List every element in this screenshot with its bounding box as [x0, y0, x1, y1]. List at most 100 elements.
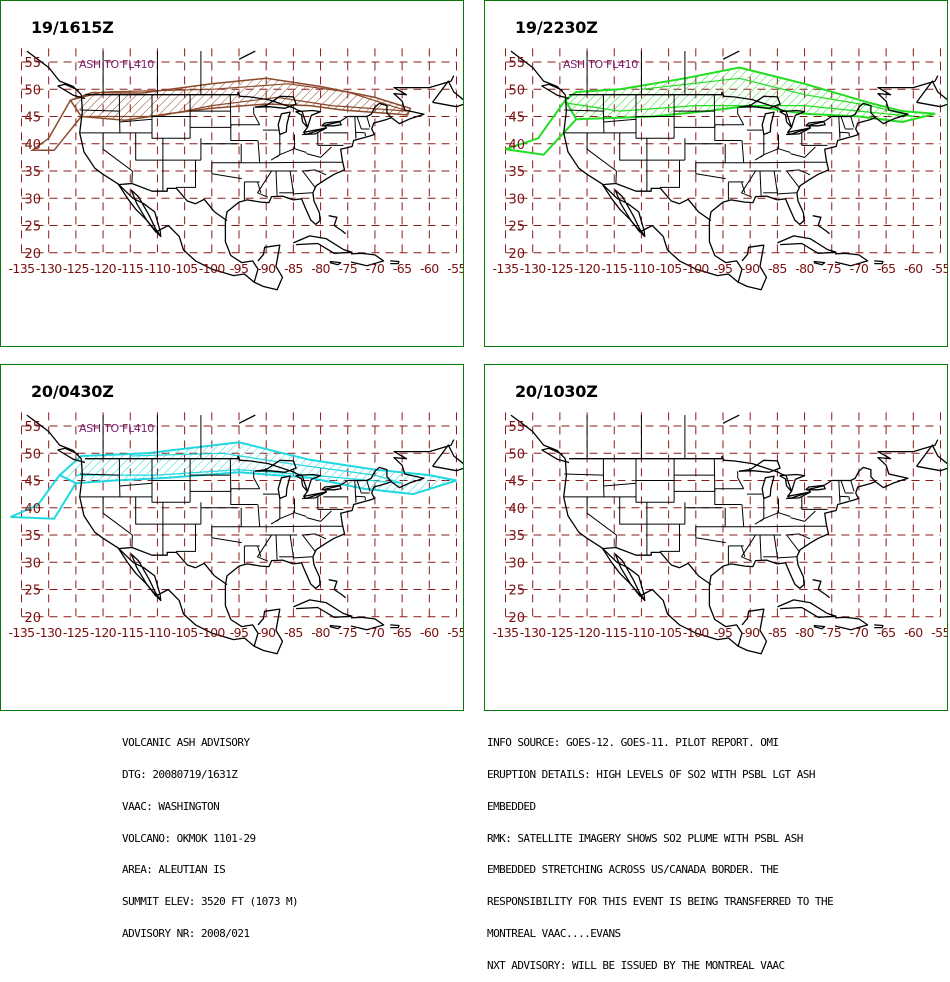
- lon-tick-label: -130: [36, 625, 63, 640]
- lat-tick-label: 35: [24, 165, 41, 180]
- state-boundary: [354, 116, 366, 139]
- coastline: [328, 215, 347, 235]
- lat-tick-label: 20: [508, 247, 525, 262]
- state-boundary: [257, 534, 273, 562]
- lat-tick-label: 40: [24, 138, 41, 153]
- lon-tick-label: -55: [931, 625, 948, 640]
- state-boundary: [175, 160, 196, 188]
- state-boundary: [737, 471, 745, 489]
- state-boundary: [354, 480, 366, 503]
- lon-tick-label: -105: [172, 625, 198, 640]
- lon-tick-label: -100: [683, 625, 710, 640]
- advisory-line: AREA: ALEUTIAN IS: [122, 863, 226, 877]
- state-boundary: [306, 146, 332, 158]
- state-boundary: [749, 103, 751, 109]
- lat-tick-label: 55: [508, 420, 525, 435]
- state-boundary: [786, 534, 800, 552]
- lon-tick-label: -110: [144, 625, 171, 640]
- lat-tick-label: 30: [24, 192, 41, 207]
- lon-tick-label: -60: [420, 261, 439, 276]
- great-lake: [254, 459, 297, 473]
- state-boundary: [275, 170, 278, 196]
- lat-tick-label: 55: [508, 56, 525, 71]
- advisory-line: VOLCANO: OKMOK 1101-29: [122, 831, 256, 845]
- lon-tick-label: -65: [393, 261, 412, 276]
- coastline: [722, 414, 740, 424]
- lat-tick-label: 25: [508, 584, 525, 599]
- state-boundary: [230, 124, 260, 141]
- lon-tick-label: -75: [338, 261, 357, 276]
- great-lake: [805, 120, 826, 127]
- great-lake: [321, 484, 342, 491]
- us-canada-border: [569, 455, 876, 500]
- state-boundary: [754, 148, 791, 161]
- state-boundary: [838, 116, 850, 139]
- lat-tick-label: 50: [508, 83, 525, 98]
- state-boundary: [211, 537, 242, 544]
- lon-tick-label: -55: [931, 261, 948, 276]
- state-boundary: [257, 170, 273, 198]
- coastline: [813, 260, 826, 266]
- coastline: [350, 616, 385, 631]
- great-lake: [295, 109, 322, 129]
- coastline: [563, 439, 939, 647]
- coastline: [834, 252, 869, 267]
- coastline: [390, 624, 400, 629]
- lon-tick-label: -90: [741, 625, 760, 640]
- state-boundary: [659, 160, 680, 188]
- state-boundary: [102, 132, 133, 172]
- state-boundary: [838, 480, 850, 503]
- state-boundary: [276, 498, 281, 522]
- coastline: [329, 624, 342, 630]
- great-lake: [738, 95, 781, 109]
- panel-time-2: 19/2230Z: [515, 18, 598, 37]
- state-boundary: [211, 507, 242, 538]
- lon-tick-label: -135: [493, 625, 519, 640]
- lon-tick-label: -85: [768, 625, 787, 640]
- great-lake: [738, 459, 781, 473]
- state-boundary: [302, 534, 316, 552]
- lon-tick-label: -135: [9, 625, 35, 640]
- state-boundary: [714, 124, 744, 141]
- lat-tick-label: 50: [24, 83, 41, 98]
- state-boundary: [306, 510, 332, 522]
- lon-tick-label: -65: [877, 261, 896, 276]
- state-boundary: [270, 148, 307, 161]
- coastline: [79, 75, 455, 283]
- state-boundary: [760, 134, 765, 158]
- lon-tick-label: -70: [366, 261, 385, 276]
- state-boundary: [619, 132, 685, 161]
- lon-tick-label: -75: [822, 261, 841, 276]
- state-boundary: [777, 192, 797, 195]
- coastline: [916, 444, 947, 472]
- lon-tick-label: -80: [311, 261, 330, 276]
- coastline: [238, 414, 256, 424]
- great-lake: [761, 475, 775, 500]
- lon-tick-label: -65: [877, 625, 896, 640]
- lon-tick-label: -130: [520, 261, 547, 276]
- state-boundary: [257, 504, 261, 527]
- state-boundary: [786, 170, 800, 188]
- ash-level-label-1: ASH TO FL410: [79, 58, 155, 71]
- lon-tick-label: -115: [601, 261, 627, 276]
- lon-tick-label: -95: [714, 261, 733, 276]
- coastline: [916, 80, 947, 108]
- state-boundary: [175, 524, 196, 552]
- state-boundary: [850, 116, 855, 128]
- us-mexico-border: [602, 182, 712, 222]
- coastline: [563, 75, 939, 283]
- coastline: [777, 235, 837, 254]
- lon-tick-label: -105: [656, 625, 682, 640]
- state-boundary: [229, 458, 232, 492]
- lat-tick-label: 35: [508, 529, 525, 544]
- state-boundary: [289, 170, 295, 195]
- lat-tick-label: 30: [24, 556, 41, 571]
- lat-tick-label: 40: [508, 502, 525, 517]
- state-boundary: [586, 496, 617, 536]
- lon-tick-label: -115: [117, 625, 143, 640]
- state-boundary: [695, 507, 726, 538]
- us-canada-border: [569, 91, 876, 136]
- lat-tick-label: 45: [24, 475, 41, 490]
- lat-tick-label: 20: [24, 247, 41, 262]
- state-boundary: [80, 473, 120, 476]
